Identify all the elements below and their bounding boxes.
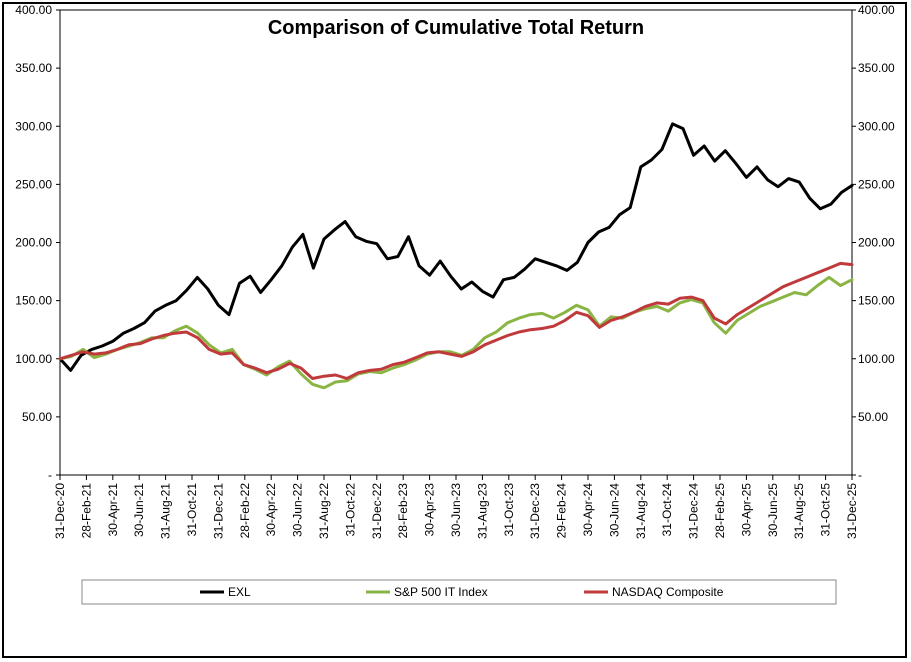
y-axis-left: - 50.00 100.00 150.00 200.00 250.00 300.00 350.… (15, 3, 60, 482)
y-tick-label-left: 50.00 (22, 410, 52, 424)
x-tick-label: 30-Jun-25 (766, 483, 780, 537)
x-tick-label: 30-Jun-24 (607, 483, 621, 537)
x-tick-label: 31-Aug-23 (475, 483, 489, 539)
x-tick-label: 30-Jun-21 (132, 483, 146, 537)
legend: EXL S&P 500 IT Index NASDAQ Composite (200, 585, 724, 599)
y-tick-label-right: 50.00 (858, 410, 888, 424)
y-tick-label-right: 250.00 (858, 177, 895, 191)
y-tick-label-right: - (858, 468, 862, 482)
y-tick-label-right: 150.00 (858, 294, 895, 308)
y-tick-label-right: 200.00 (858, 236, 895, 250)
x-tick-label: 31-Oct-23 (502, 483, 516, 537)
x-tick-label: 28-Feb-23 (396, 483, 410, 539)
x-tick-label: 31-Dec-20 (53, 483, 67, 539)
x-tick-label: 31-Aug-25 (792, 483, 806, 539)
x-tick-label: 30-Jun-22 (291, 483, 305, 537)
series-line-2 (58, 261, 854, 380)
y-tick-label-left: 250.00 (15, 177, 52, 191)
x-axis: 31-Dec-20 28-Feb-21 30-Apr-21 30-Jun-21 31-A… (53, 475, 859, 539)
y-tick-label-right: 350.00 (858, 61, 895, 75)
x-tick-label: 31-Dec-24 (687, 483, 701, 539)
x-tick-label: 31-Aug-22 (317, 483, 331, 539)
y-tick-label-left: - (48, 468, 52, 482)
x-tick-label: 30-Apr-23 (423, 483, 437, 537)
y-tick-label-left: 200.00 (15, 236, 52, 250)
x-tick-label: 30-Apr-24 (581, 483, 595, 537)
x-tick-label: 31-Oct-22 (343, 483, 357, 537)
x-tick-label: 31-Aug-24 (634, 483, 648, 539)
y-tick-label-left: 300.00 (15, 119, 52, 133)
x-tick-label: 28-Feb-22 (238, 483, 252, 539)
x-tick-label: 28-Feb-21 (79, 483, 93, 539)
plot-area (59, 9, 853, 476)
y-tick-label-right: 100.00 (858, 352, 895, 366)
x-tick-label: 31-Oct-25 (819, 483, 833, 537)
y-tick-label-left: 100.00 (15, 352, 52, 366)
x-tick-label: 31-Oct-21 (185, 483, 199, 537)
x-tick-label: 28-Feb-25 (713, 483, 727, 539)
series-line-1 (58, 275, 854, 390)
series-lines (58, 122, 854, 390)
x-tick-label: 30-Apr-22 (264, 483, 278, 537)
x-tick-label: 29-Feb-24 (555, 483, 569, 539)
legend-label-2: NASDAQ Composite (612, 585, 724, 599)
x-tick-label: 31-Oct-24 (660, 483, 674, 537)
y-tick-label-left: 400.00 (15, 3, 52, 17)
chart-title: Comparison of Cumulative Total Return (268, 17, 644, 39)
x-tick-label: 31-Dec-22 (370, 483, 384, 539)
y-axis-right: - 50.00 100.00 150.00 200.00 250.00 300.00 350.… (852, 3, 895, 482)
x-tick-label: 30-Jun-23 (449, 483, 463, 537)
y-tick-label-right: 400.00 (858, 3, 895, 17)
x-tick-label: 31-Dec-21 (211, 483, 225, 539)
x-tick-label: 31-Dec-23 (528, 483, 542, 539)
x-tick-label: 30-Apr-25 (739, 483, 753, 537)
series-line-0 (58, 122, 854, 372)
y-tick-label-left: 350.00 (15, 61, 52, 75)
x-tick-label: 30-Apr-21 (106, 483, 120, 537)
y-tick-label-left: 150.00 (15, 294, 52, 308)
x-tick-label: 31-Aug-21 (159, 483, 173, 539)
legend-label-1: S&P 500 IT Index (394, 585, 488, 599)
legend-label-0: EXL (228, 585, 251, 599)
x-tick-label: 31-Dec-25 (845, 483, 859, 539)
y-tick-label-right: 300.00 (858, 119, 895, 133)
